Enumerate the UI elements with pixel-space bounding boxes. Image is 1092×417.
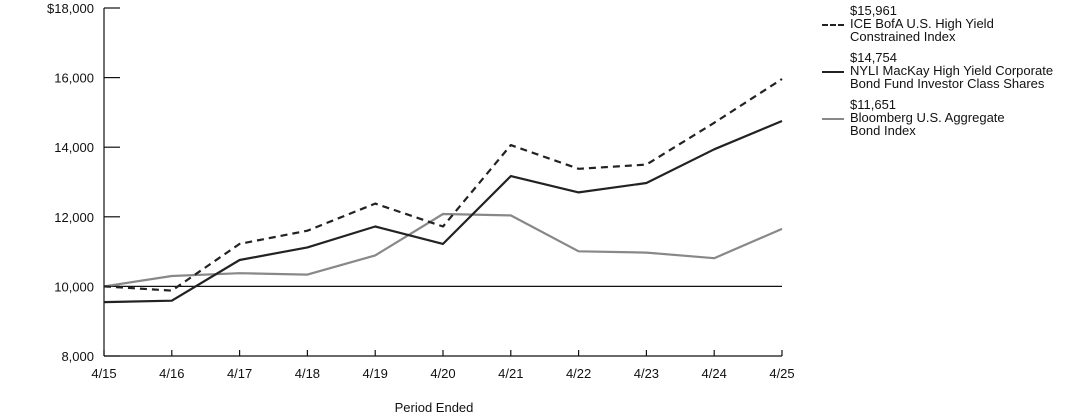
x-tick-label: 4/17: [227, 366, 252, 381]
x-tick-label: 4/25: [769, 366, 794, 381]
y-tick-label: $18,000: [47, 1, 94, 16]
y-tick-label: 14,000: [54, 140, 94, 155]
y-tick-label: 12,000: [54, 210, 94, 225]
x-tick-label: 4/20: [430, 366, 455, 381]
legend-value-nyli-mackay: $14,754: [850, 50, 897, 65]
legend-entry-nyli-mackay: $14,754 NYLI MacKay High Yield Corporate…: [820, 51, 1090, 90]
chart-legend: $15,961 ICE BofA U.S. High Yield Constra…: [820, 4, 1090, 145]
legend-swatch-ice-bofa: [822, 24, 844, 26]
legend-name-line: Bond Index: [850, 123, 916, 138]
legend-value-ice-bofa: $15,961: [850, 3, 897, 18]
chart-axes: [103, 8, 782, 357]
x-tick-label: 4/21: [498, 366, 523, 381]
x-tick-label: 4/23: [634, 366, 659, 381]
x-axis-ticks: 4/15 4/16 4/17 4/18 4/19 4/20 4/21 4/22 4/23 4/24…: [91, 350, 795, 381]
legend-entry-ice-bofa: $15,961 ICE BofA U.S. High Yield Constra…: [820, 4, 1090, 43]
x-axis-title: Period Ended: [395, 400, 474, 415]
series-line-ice-bofa: [103, 78, 783, 292]
x-tick-label: 4/24: [702, 366, 727, 381]
legend-name-line: Bond Fund Investor Class Shares: [850, 76, 1045, 91]
y-tick-label: 10,000: [54, 279, 94, 294]
legend-entry-bloomberg: $11,651 Bloomberg U.S. Aggregate Bond In…: [820, 98, 1090, 137]
y-tick-label: 16,000: [54, 71, 94, 86]
legend-name-line: NYLI MacKay High Yield Corporate: [850, 63, 1054, 78]
x-tick-label: 4/15: [91, 366, 116, 381]
chart-series: [103, 78, 783, 304]
x-tick-label: 4/19: [363, 366, 388, 381]
legend-name-line: Bloomberg U.S. Aggregate: [850, 110, 1005, 125]
x-tick-label: 4/22: [566, 366, 591, 381]
x-tick-label: 4/16: [159, 366, 184, 381]
legend-swatch-bloomberg: [822, 118, 844, 120]
y-tick-label: 8,000: [61, 349, 94, 364]
x-tick-label: 4/18: [295, 366, 320, 381]
legend-swatch-nyli-mackay: [822, 71, 844, 73]
series-line-nyli-mackay: [103, 119, 783, 304]
legend-name-line: Constrained Index: [850, 29, 956, 44]
y-axis-ticks: 8,000 10,000 12,000 14,000 16,000 $18,000: [47, 1, 120, 364]
legend-value-bloomberg: $11,651: [850, 97, 897, 112]
legend-name-line: ICE BofA U.S. High Yield: [850, 16, 994, 31]
